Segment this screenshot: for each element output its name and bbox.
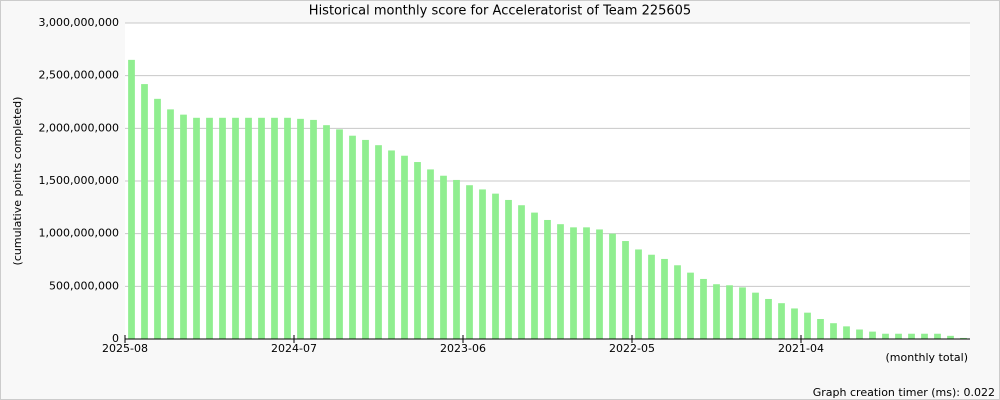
bar: [596, 229, 603, 339]
y-axis-label: (cumulative points completed): [11, 97, 24, 266]
bar: [284, 117, 291, 339]
bar: [609, 233, 616, 339]
bar: [323, 125, 330, 339]
bar: [258, 117, 265, 339]
bar: [830, 323, 837, 339]
bar: [440, 175, 447, 339]
bar: [869, 331, 876, 339]
bar: [336, 129, 343, 339]
bar: [245, 117, 252, 339]
bar: [570, 227, 577, 339]
bar: [141, 84, 148, 340]
bar: [193, 117, 200, 339]
bar: [505, 199, 512, 339]
x-tick-label: 2024-07: [271, 342, 317, 355]
y-tick-label: 1,000,000,000: [39, 227, 119, 240]
y-tick-label: 0: [112, 332, 119, 345]
bar: [752, 292, 759, 339]
bar: [778, 303, 785, 339]
bar: [726, 285, 733, 339]
bar: [128, 59, 135, 339]
bar: [960, 337, 967, 339]
bar: [206, 117, 213, 339]
chart-title: Historical monthly score for Accelerator…: [309, 4, 691, 19]
bar: [349, 135, 356, 339]
bar: [934, 333, 941, 339]
x-note: (monthly total): [886, 351, 969, 364]
bar: [375, 145, 382, 339]
bar: [531, 212, 538, 339]
bar: [271, 117, 278, 339]
y-tick-label: 3,000,000,000: [39, 16, 119, 29]
bar: [557, 224, 564, 339]
bar: [622, 241, 629, 339]
bar: [479, 189, 486, 339]
bar: [908, 333, 915, 339]
bar: [674, 265, 681, 339]
x-tick-label: 2021-04: [778, 342, 824, 355]
bar: [297, 118, 304, 339]
bar: [882, 333, 889, 339]
y-tick-label: 2,500,000,000: [39, 69, 119, 82]
bar: [401, 155, 408, 339]
bar: [687, 272, 694, 339]
bar: [219, 117, 226, 339]
bar: [232, 117, 239, 339]
bar: [167, 109, 174, 339]
bar: [362, 139, 369, 339]
bar: [310, 119, 317, 339]
x-tick-label: 2022-05: [609, 342, 655, 355]
bar: [180, 114, 187, 339]
bar: [947, 335, 954, 339]
bar: [700, 278, 707, 339]
footer: Graph creation timer (ms): 0.022: [813, 386, 995, 399]
bar: [388, 150, 395, 339]
bar: [154, 98, 161, 339]
bar: [583, 227, 590, 339]
y-tick-label: 500,000,000: [49, 279, 119, 292]
bar: [765, 298, 772, 339]
y-tick-label: 2,000,000,000: [39, 121, 119, 134]
bar: [804, 312, 811, 339]
x-tick-label: 2023-06: [440, 342, 486, 355]
bar: [843, 326, 850, 339]
x-tick-label: 2025-08: [102, 342, 148, 355]
bar: [466, 185, 473, 339]
bar: [713, 284, 720, 339]
bar: [661, 258, 668, 339]
bar: [492, 193, 499, 339]
bar: [791, 308, 798, 339]
bar: [518, 205, 525, 339]
bar: [817, 318, 824, 339]
bar: [427, 169, 434, 339]
bar: [635, 249, 642, 339]
bar: [414, 162, 421, 339]
bar: [648, 254, 655, 339]
bar: [921, 333, 928, 339]
bar: [739, 287, 746, 339]
bar: [453, 179, 460, 339]
y-tick-label: 1,500,000,000: [39, 174, 119, 187]
bar: [544, 219, 551, 339]
bar: [895, 333, 902, 339]
bar: [856, 329, 863, 339]
